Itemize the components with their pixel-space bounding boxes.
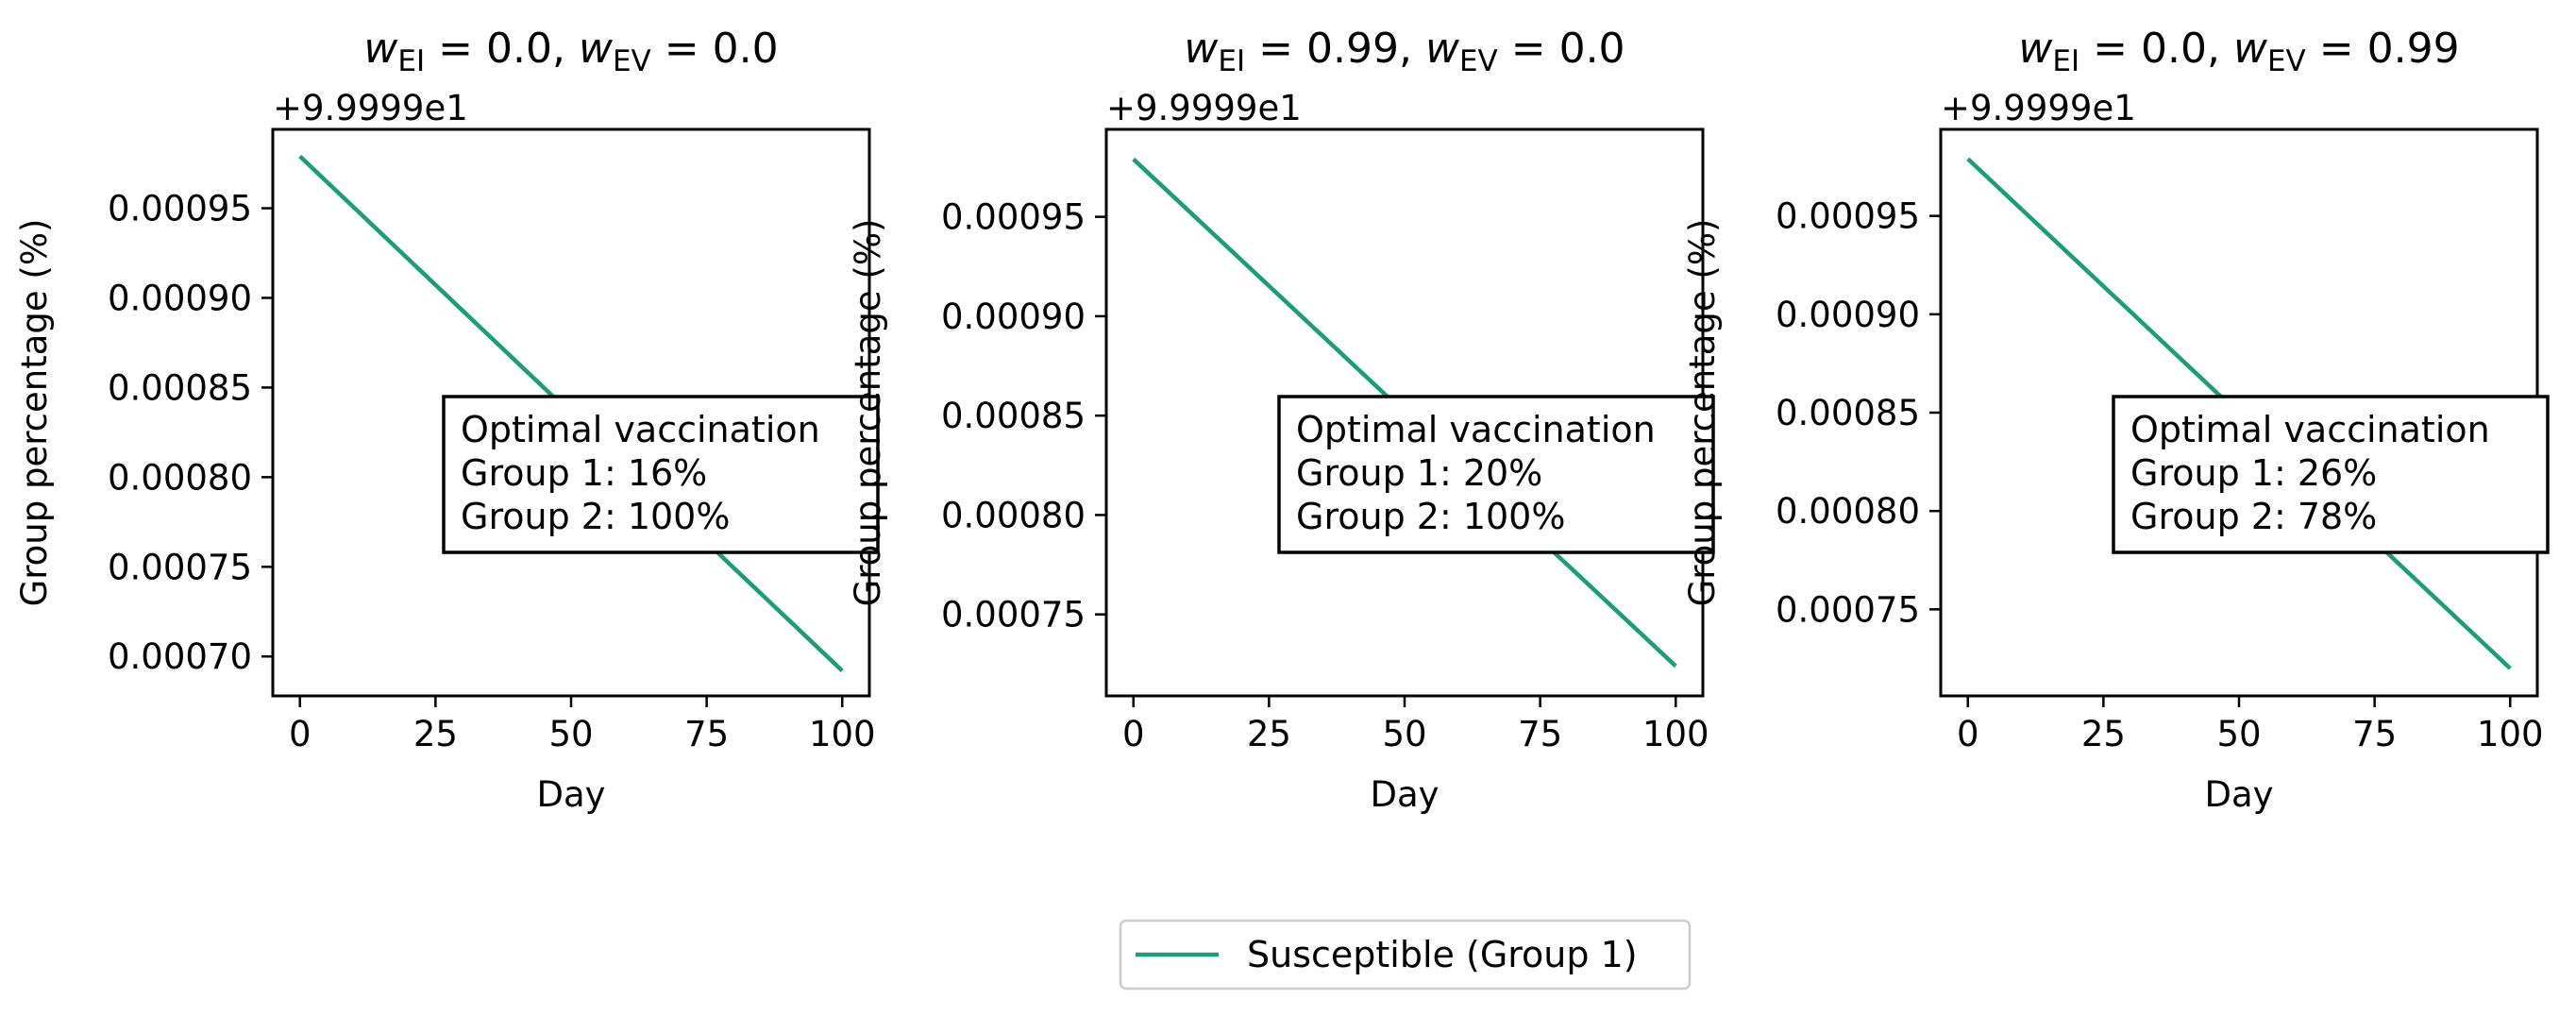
annotation-line: Optimal vaccination [2130,409,2490,450]
x-axis-label: Day [536,774,605,815]
x-tick-label: 50 [1382,714,1426,754]
chart-panel-1: wEI = 0.0, wEV = 0.0 +9.9999e1 0 25 50 75 100 0… [14,25,880,815]
annotation-box [1277,395,1715,554]
x-tick-label: 75 [684,714,729,754]
y-offset-text: +9.9999e1 [273,88,468,128]
x-tick-label: 75 [2352,714,2397,754]
x-tick-label: 25 [2081,714,2126,754]
y-tick-label: 0.00095 [108,189,252,229]
y-tick-label: 0.00080 [1776,491,1920,532]
x-tick-label: 25 [1247,714,1291,754]
x-tick-label: 25 [413,714,458,754]
y-tick-label: 0.00075 [1776,589,1920,630]
legend-frame [1119,919,1692,991]
annotation-line: Group 1: 26% [2130,452,2377,494]
y-tick-label: 0.00085 [108,367,252,408]
annotation-line: Group 1: 20% [1296,452,1542,494]
y-axis-label: Group percentage (%) [848,219,888,607]
y-tick-label: 0.00085 [1776,393,1920,433]
legend-label: Susceptible (Group 1) [1247,934,1638,975]
chart-title: wEI = 0.99, wEV = 0.0 [1184,25,1625,78]
y-tick-label: 0.00090 [1776,295,1920,335]
chart-panels: wEI = 0.0, wEV = 0.0 +9.9999e1 0 25 50 75 100 0… [14,25,2550,815]
y-tick-label: 0.00075 [941,595,1086,635]
annotation-box [2112,395,2550,554]
chart-title: wEI = 0.0, wEV = 0.0 [363,25,778,78]
y-tick-label: 0.00080 [108,457,252,498]
annotation-line: Group 2: 78% [2130,496,2377,537]
y-tick-label: 0.00095 [941,197,1086,238]
y-tick-label: 0.00090 [941,296,1086,337]
legend: Susceptible (Group 1) [1119,919,1692,991]
x-tick-label: 100 [2477,714,2544,754]
annotation-line: Optimal vaccination [1296,409,1656,450]
y-tick-label: 0.00090 [108,278,252,318]
x-tick-label: 100 [809,714,876,754]
y-axis-label: Group percentage (%) [14,219,55,607]
y-tick-label: 0.00095 [1776,196,1920,237]
y-offset-text: +9.9999e1 [1941,88,2136,128]
x-tick-label: 50 [2216,714,2261,754]
annotation-line: Group 2: 100% [461,496,730,537]
x-tick-label: 75 [1518,714,1562,754]
y-tick-label: 0.00080 [941,495,1086,535]
annotation-line: Group 2: 100% [1296,496,1565,537]
x-tick-label: 100 [1642,714,1709,754]
chart-panel-2: wEI = 0.99, wEV = 0.0 +9.9999e1 0 25 50 75 100… [848,25,1715,815]
x-tick-label: 50 [548,714,593,754]
x-axis-label: Day [2204,774,2273,815]
annotation-box [442,395,880,554]
annotation-line: Group 1: 16% [461,452,707,494]
chart-title: wEI = 0.0, wEV = 0.99 [2018,25,2459,78]
y-tick-label: 0.00085 [941,396,1086,436]
x-axis-label: Day [1370,774,1439,815]
x-tick-label: 0 [289,714,311,754]
y-axis-label: Group percentage (%) [1682,219,1723,607]
y-offset-text: +9.9999e1 [1106,88,1302,128]
annotation-line: Optimal vaccination [461,409,820,450]
y-tick-label: 0.00070 [108,636,252,677]
x-tick-label: 0 [1122,714,1145,754]
y-tick-label: 0.00075 [108,547,252,587]
x-tick-label: 0 [1957,714,1979,754]
chart-panel-3: wEI = 0.0, wEV = 0.99 +9.9999e1 0 25 50 75 100… [1682,25,2550,815]
